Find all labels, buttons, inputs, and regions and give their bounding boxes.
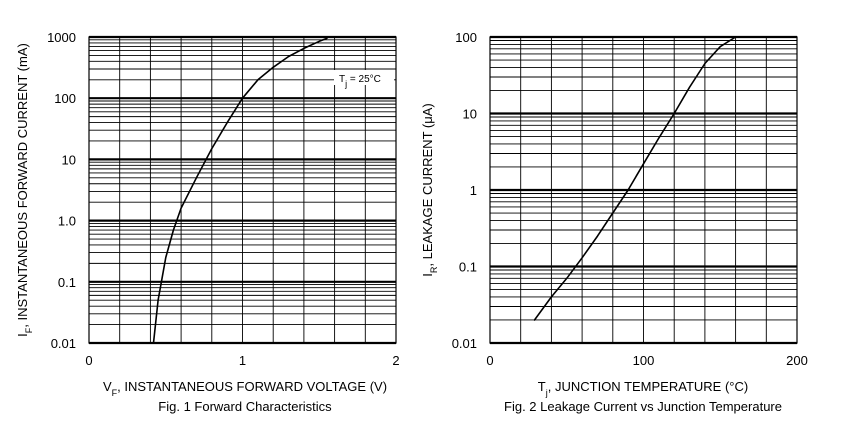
figure-caption: Fig. 2 Leakage Current vs Junction Tempe… bbox=[504, 399, 782, 414]
leakage-current-chart: 100 10 1 0.1 0.01 0 100 200 Tj, JUNCTION TEMPERA… bbox=[420, 30, 808, 414]
y-axis-label-symbol: I bbox=[15, 333, 30, 337]
temperature-annotation: Tj = 25°C bbox=[339, 74, 381, 89]
temperature-annotation-text: = 25°C bbox=[347, 74, 381, 85]
annotation-backdrop bbox=[334, 70, 394, 85]
y-axis-label: IR, LEAKAGE CURRENT (μA) bbox=[420, 103, 439, 276]
y-axis-label-text: , LEAKAGE CURRENT (μA) bbox=[420, 103, 435, 266]
plot-frame bbox=[489, 36, 798, 344]
x-axis-label-symbol: T bbox=[538, 379, 546, 394]
x-axis-label: Tj, JUNCTION TEMPERATURE (°C) bbox=[538, 379, 748, 398]
series-curve bbox=[533, 36, 737, 321]
x-axis-label-symbol: V bbox=[103, 379, 112, 394]
y-tick-label: 0.01 bbox=[452, 336, 477, 351]
temperature-annotation-symbol: T bbox=[339, 74, 345, 85]
x-axis-label: VF, INSTANTANEOUS FORWARD VOLTAGE (V) bbox=[103, 379, 387, 398]
y-tick-label: 10 bbox=[463, 107, 477, 122]
y-tick-label: 10 bbox=[62, 152, 76, 167]
y-tick-label: 1 bbox=[470, 183, 477, 198]
y-axis-label-symbol: I bbox=[420, 273, 435, 277]
x-tick-label: 1 bbox=[239, 353, 246, 368]
x-axis-label-text: , INSTANTANEOUS FORWARD VOLTAGE (V) bbox=[117, 379, 387, 394]
y-axis-label: IF, INSTANTANEOUS FORWARD CURRENT (mA) bbox=[15, 43, 34, 337]
x-tick-label: 0 bbox=[486, 353, 493, 368]
y-axis-label-subscript: F bbox=[24, 327, 34, 333]
temperature-annotation-subscript: j bbox=[344, 79, 347, 89]
plot-frame bbox=[88, 36, 397, 344]
series-curve bbox=[152, 37, 328, 344]
y-tick-label: 1.0 bbox=[58, 214, 76, 229]
x-axis-label-subscript: j bbox=[545, 388, 548, 398]
y-axis-label-text: , INSTANTANEOUS FORWARD CURRENT (mA) bbox=[15, 43, 30, 328]
figure-caption: Fig. 1 Forward Characteristics bbox=[158, 399, 332, 414]
x-tick-label: 200 bbox=[786, 353, 808, 368]
y-tick-label: 0.1 bbox=[459, 260, 477, 275]
x-tick-label: 100 bbox=[633, 353, 655, 368]
x-axis-label-subscript: F bbox=[112, 388, 118, 398]
x-axis-label-text: , JUNCTION TEMPERATURE (°C) bbox=[548, 379, 748, 394]
x-tick-label: 0 bbox=[85, 353, 92, 368]
y-tick-label: 0.01 bbox=[51, 336, 76, 351]
y-tick-label: 100 bbox=[54, 91, 76, 106]
y-axis-label-subscript: R bbox=[429, 266, 439, 273]
y-tick-label: 100 bbox=[455, 30, 477, 45]
x-tick-label: 2 bbox=[392, 353, 399, 368]
y-tick-label: 0.1 bbox=[58, 275, 76, 290]
y-tick-label: 1000 bbox=[47, 30, 76, 45]
